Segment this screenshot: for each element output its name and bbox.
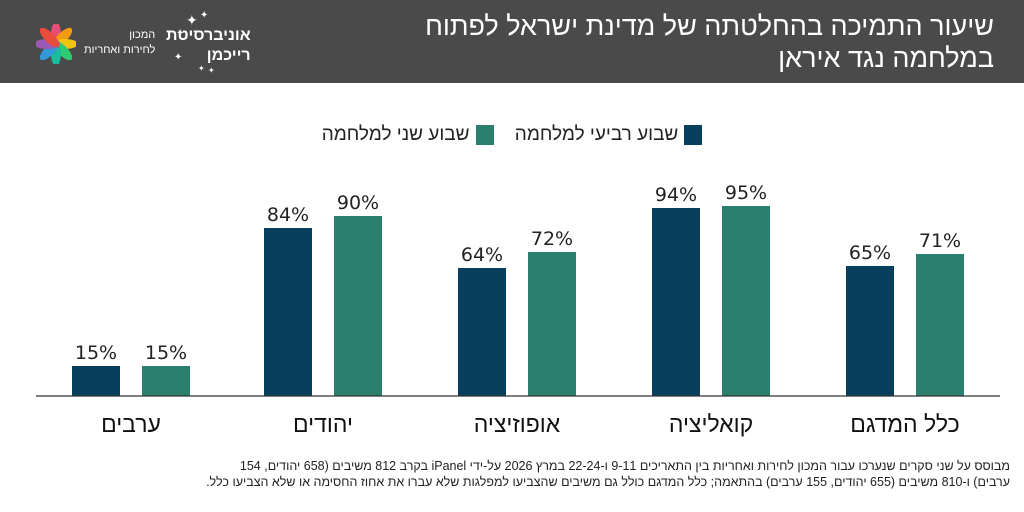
category-label: כלל המדגם xyxy=(850,411,959,437)
star-icon: ✦ xyxy=(198,64,205,73)
bar-week4 xyxy=(458,268,506,396)
title-line-2: במלחמה נגד איראן xyxy=(778,43,994,73)
data-label: 72% xyxy=(531,228,573,250)
category-label: יהודים xyxy=(293,411,353,437)
bar-week4 xyxy=(264,228,312,396)
data-label: 15% xyxy=(75,342,117,364)
university-name-line-2: רייכמן xyxy=(206,47,251,64)
data-label: 84% xyxy=(267,204,309,226)
data-label: 90% xyxy=(337,192,379,214)
bar-week2 xyxy=(142,366,190,396)
star-icon: ✦ xyxy=(200,10,209,21)
data-label: 15% xyxy=(145,342,187,364)
data-label: 94% xyxy=(655,184,697,206)
bar-week2 xyxy=(722,206,770,396)
bar-week2 xyxy=(528,252,576,396)
star-icon: ✦ xyxy=(176,28,185,39)
bar-week2 xyxy=(334,216,382,396)
legend-label-week2: שבוע שני למלחמה xyxy=(321,124,470,145)
category-label: קואליציה xyxy=(669,411,753,437)
university-name: אוניברסיטת רייכמן xyxy=(166,26,251,66)
footnote: מבוסס על שני סקרים שנערכו עבור המכון לחי… xyxy=(50,458,1010,490)
header-bar: שיעור התמיכה בהחלטתה של מדינת ישראל לפתו… xyxy=(0,0,1024,83)
footnote-line-2: ערבים) ו-810 משיבים (655 יהודים, 155 ערב… xyxy=(206,475,1010,489)
legend-swatch-week4 xyxy=(684,125,703,145)
category-label: ערבים xyxy=(101,411,161,437)
star-icon: ✦ xyxy=(186,12,198,28)
bar-week4 xyxy=(652,208,700,396)
legend-item-week2: שבוע שני למלחמה xyxy=(322,124,494,146)
data-label: 64% xyxy=(461,244,503,266)
flower-logo-icon xyxy=(36,24,76,64)
institute-logo: המכון לחירות ואחריות אוניברסיטת רייכמן ✦… xyxy=(36,10,286,75)
star-icon: ✦ xyxy=(174,52,183,63)
institute-name: המכון לחירות ואחריות xyxy=(84,28,155,58)
footnote-line-1: מבוסס על שני סקרים שנערכו עבור המכון לחי… xyxy=(239,459,1010,473)
page-title: שיעור התמיכה בהחלטתה של מדינת ישראל לפתו… xyxy=(354,10,994,74)
data-label: 65% xyxy=(849,242,891,264)
title-line-1: שיעור התמיכה בהחלטתה של מדינת ישראל לפתו… xyxy=(425,11,994,41)
bar-week4 xyxy=(846,266,894,396)
university-name-line-1: אוניברסיטת xyxy=(166,27,251,44)
legend-item-week4: שבוע רביעי למלחמה xyxy=(515,124,703,146)
data-label: 95% xyxy=(725,182,767,204)
institute-name-line-1: המכון xyxy=(129,29,156,41)
legend-label-week4: שבוע רביעי למלחמה xyxy=(514,124,679,145)
category-label: אופוזיציה xyxy=(474,411,561,437)
bar-week2 xyxy=(916,254,964,396)
bar-week4 xyxy=(72,366,120,396)
chart-legend: שבוע רביעי למלחמה שבוע שני למלחמה xyxy=(0,124,1024,151)
data-label: 71% xyxy=(919,230,961,252)
legend-swatch-week2 xyxy=(475,125,494,145)
star-icon: ✦ xyxy=(208,66,215,75)
institute-name-line-2: לחירות ואחריות xyxy=(84,44,156,56)
